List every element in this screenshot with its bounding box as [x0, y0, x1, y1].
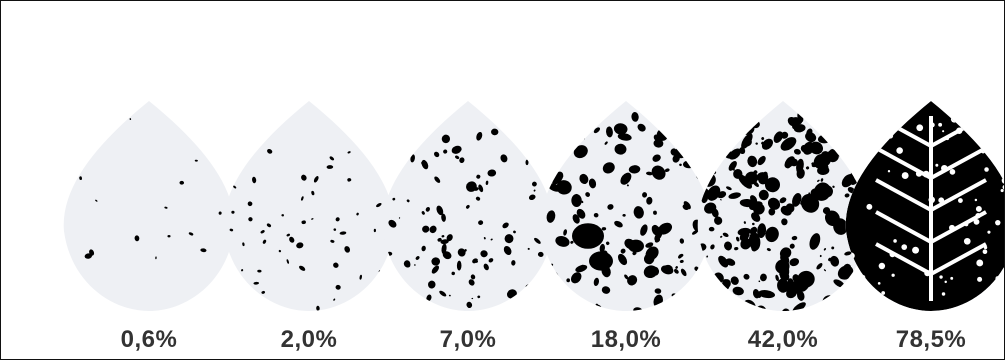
leaf-blade: [63, 101, 235, 311]
leaf-3: [382, 101, 554, 311]
leaf-4: [540, 101, 712, 311]
leaf-blade: [223, 101, 395, 311]
leaf-6: [845, 101, 1004, 311]
severity-label-2: 2,0%: [280, 326, 338, 353]
leaf-2: [223, 101, 395, 311]
leaf-5: [697, 101, 869, 311]
severity-label-3: 7,0%: [439, 326, 497, 353]
lesion-spots: [698, 112, 869, 311]
severity-label-4: 18,0%: [590, 326, 662, 353]
severity-label-6: 78,5%: [895, 326, 967, 353]
severity-label-1: 0,6%: [120, 326, 178, 353]
leaf-1: [63, 101, 235, 311]
severity-label-5: 42,0%: [747, 326, 819, 353]
lesion-spots: [845, 101, 1004, 311]
